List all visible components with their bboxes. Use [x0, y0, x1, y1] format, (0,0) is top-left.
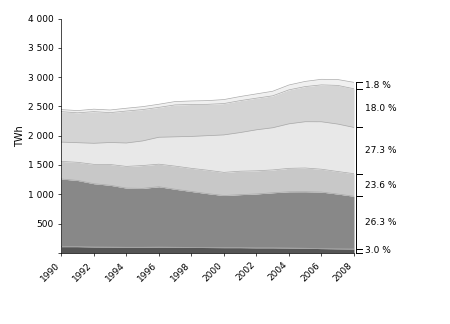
Y-axis label: TWh: TWh [15, 125, 25, 146]
Text: 18.0 %: 18.0 % [365, 104, 397, 113]
Text: 23.6 %: 23.6 % [365, 180, 397, 190]
Text: 27.3 %: 27.3 % [365, 146, 397, 155]
Text: 3.0 %: 3.0 % [365, 247, 391, 255]
Text: 1.8 %: 1.8 % [365, 81, 391, 90]
Text: 26.3 %: 26.3 % [365, 218, 397, 227]
